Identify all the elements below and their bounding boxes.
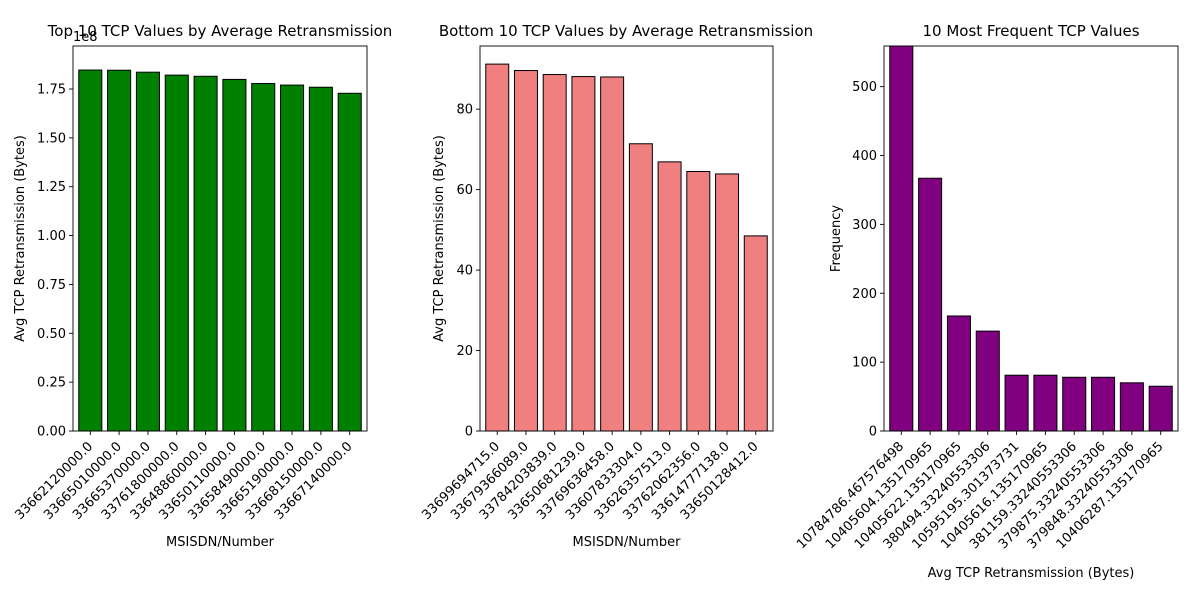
bar [78, 69, 103, 432]
chart-title: Bottom 10 TCP Values by Average Retransm… [439, 22, 813, 40]
y-offset-label: 1e8 [73, 30, 98, 45]
y-tick-label: 400 [852, 149, 877, 164]
bar [1062, 376, 1087, 432]
bar [193, 75, 218, 432]
bar [918, 177, 943, 432]
y-axis-label: Frequency [829, 205, 844, 272]
x-axis-label: MSISDN/Number [166, 535, 275, 550]
y-tick-label: 0 [465, 425, 473, 440]
bar [657, 161, 682, 432]
chart-panel-3: 010020030040050010784786.467576498104056… [794, 22, 1179, 581]
y-tick-label: 200 [852, 287, 877, 302]
y-tick-label: 1.00 [37, 229, 66, 244]
bar [1119, 382, 1144, 432]
y-axis-label: Avg TCP Retransmission (Bytes) [13, 135, 28, 342]
bar [135, 71, 160, 432]
y-tick-label: 0.50 [37, 327, 66, 342]
bar [164, 74, 189, 432]
bar [280, 84, 305, 432]
bar [600, 76, 625, 432]
bar [107, 69, 132, 432]
bar [686, 171, 711, 432]
bar [946, 315, 971, 432]
bar [889, 45, 914, 432]
bar [542, 74, 567, 432]
y-tick-label: 100 [852, 356, 877, 371]
chart-title: Top 10 TCP Values by Average Retransmiss… [47, 22, 393, 40]
x-axis-label: Avg TCP Retransmission (Bytes) [928, 566, 1135, 581]
bar [485, 63, 510, 432]
y-tick-label: 0.25 [37, 376, 66, 391]
plot-frame [479, 45, 774, 432]
y-tick-label: 1.75 [37, 82, 66, 97]
x-axis-label: MSISDN/Number [573, 535, 682, 550]
plot-frame [883, 45, 1179, 432]
bar [1033, 374, 1058, 432]
y-tick-label: 1.25 [37, 180, 66, 195]
bar [1091, 376, 1116, 432]
bar [715, 173, 740, 432]
bar [513, 70, 538, 432]
bar [628, 143, 653, 432]
y-tick-label: 0.75 [37, 278, 66, 293]
chart-title: 10 Most Frequent TCP Values [922, 22, 1139, 40]
bar [1148, 385, 1173, 432]
y-tick-label: 80 [456, 103, 473, 118]
bar [337, 92, 362, 432]
bar [743, 235, 768, 432]
y-tick-label: 60 [456, 183, 473, 198]
bar [308, 86, 333, 432]
bar [251, 83, 276, 432]
chart-panel-1: 0.000.250.500.751.001.251.501.751e833662… [12, 22, 392, 550]
y-tick-label: 0.00 [37, 425, 66, 440]
y-tick-label: 20 [456, 344, 473, 359]
y-axis-label: Avg TCP Retransmission (Bytes) [432, 135, 447, 342]
plot-frame [72, 45, 368, 432]
bar [1004, 374, 1029, 432]
y-tick-label: 500 [852, 80, 877, 95]
y-tick-label: 40 [456, 264, 473, 279]
y-tick-label: 300 [852, 218, 877, 233]
bar [571, 76, 596, 432]
y-tick-label: 0 [869, 425, 877, 440]
chart-panel-2: 02040608033699694715.033679366089.033784… [419, 22, 813, 550]
bar [222, 78, 247, 432]
bar [975, 330, 1000, 432]
y-tick-label: 1.50 [37, 131, 66, 146]
